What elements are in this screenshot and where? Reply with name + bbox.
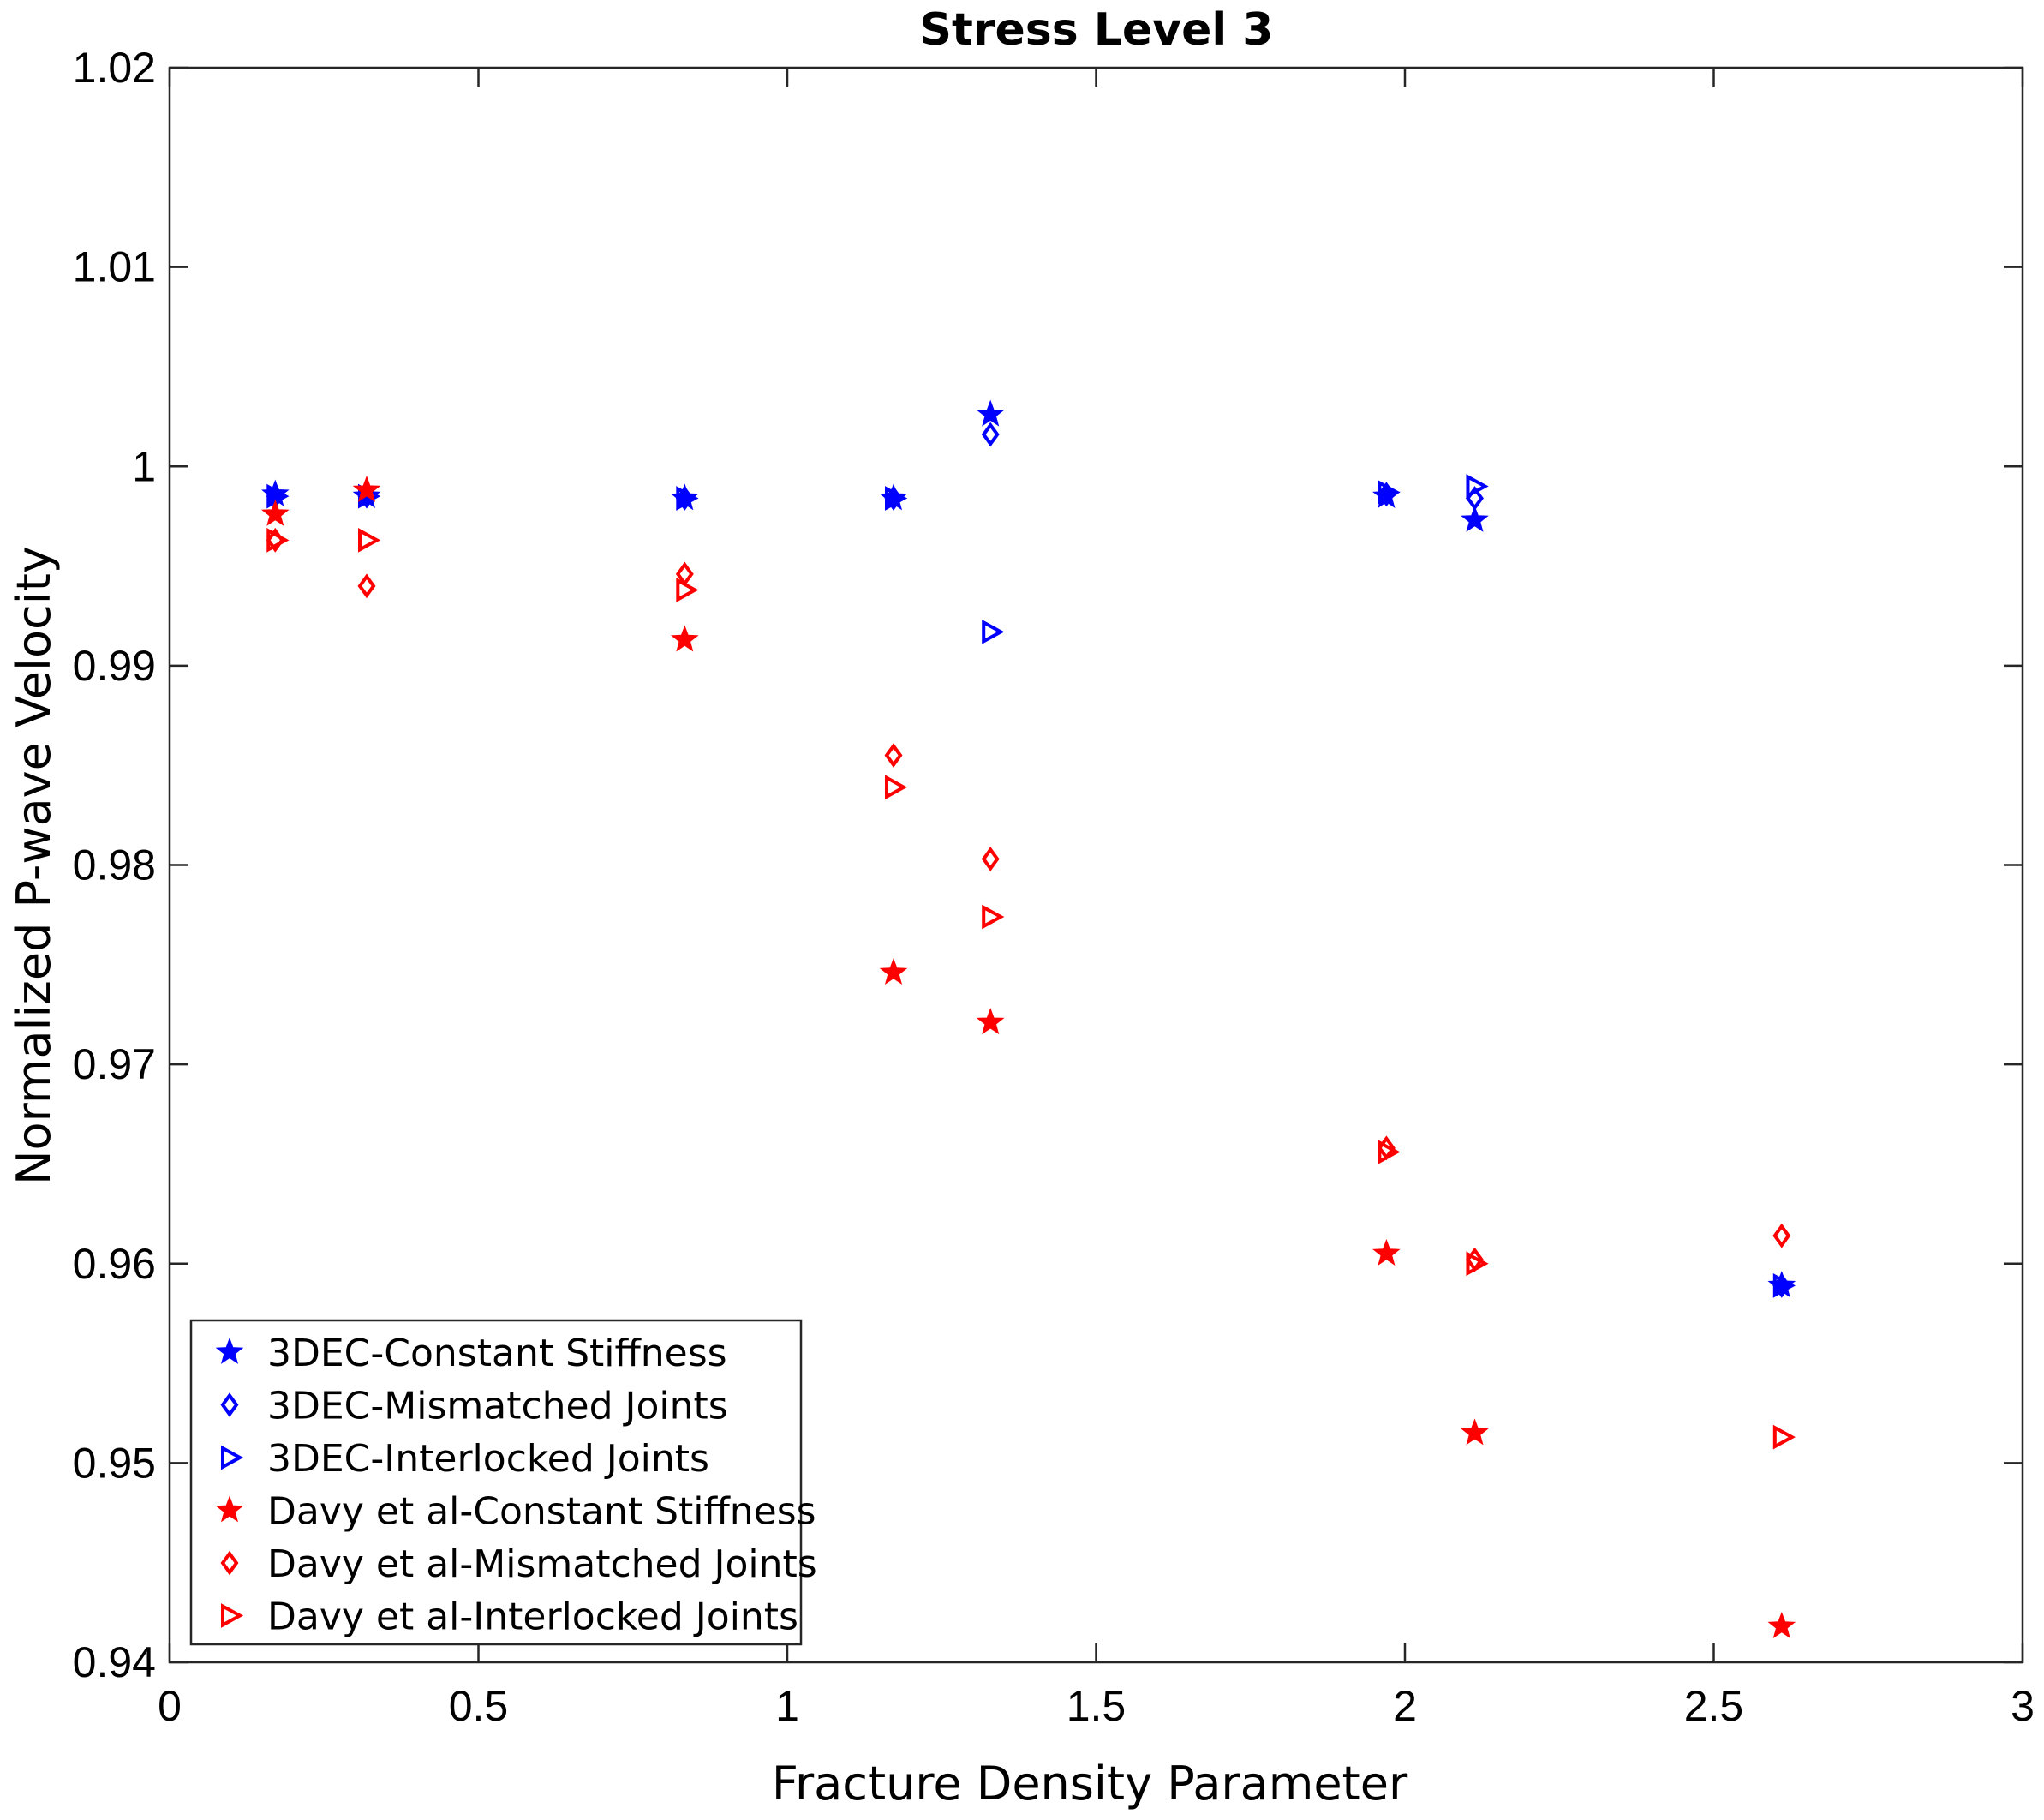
legend-label: 3DEC-Mismatched Joints: [267, 1385, 728, 1428]
data-point: [676, 578, 699, 602]
data-points: [260, 399, 1796, 1639]
legend-marker: [221, 1445, 244, 1470]
data-point: [981, 422, 1000, 447]
y-tick-label: 0.96: [73, 1240, 156, 1288]
x-tick-label: 3: [2011, 1682, 2035, 1730]
legend-marker: [220, 1392, 239, 1417]
y-tick-label: 1.01: [73, 243, 156, 291]
data-point: [1372, 1238, 1401, 1266]
data-point: [1767, 1611, 1796, 1639]
legend-label: 3DEC-Interlocked Joints: [267, 1437, 709, 1481]
data-point: [1372, 481, 1401, 509]
x-tick-label: 0: [158, 1682, 182, 1730]
legend-item: Davy et al-Constant Stiffness: [215, 1490, 816, 1534]
data-point: [266, 527, 284, 553]
data-point: [670, 483, 699, 511]
data-point: [1377, 1135, 1396, 1161]
data-point: [976, 399, 1005, 427]
data-point: [1461, 1418, 1489, 1446]
legend-marker: [215, 1495, 244, 1523]
y-tick-label: 0.99: [73, 642, 156, 690]
data-point: [1465, 1247, 1484, 1272]
legend-label: Davy et al-Constant Stiffness: [267, 1490, 816, 1534]
data-point: [1377, 482, 1396, 507]
y-tick-label: 0.94: [73, 1638, 156, 1686]
data-point: [357, 527, 381, 553]
x-axis-label: Fracture Density Parameter: [772, 1757, 1408, 1811]
data-point: [1461, 505, 1489, 532]
legend-item: Davy et al-Interlocked Joints: [221, 1595, 798, 1639]
chart-title: Stress Level 3: [920, 4, 1274, 56]
legend-label: Davy et al-Interlocked Joints: [267, 1595, 798, 1639]
y-tick-label: 0.97: [73, 1040, 156, 1088]
legend-label: 3DEC-Constant Stiffness: [267, 1332, 727, 1375]
y-tick-label: 1: [132, 442, 156, 490]
y-axis-label: Normalized P-wave Velocity: [7, 546, 61, 1185]
y-tick-label: 0.95: [73, 1439, 156, 1487]
legend-item: 3DEC-Constant Stiffness: [215, 1332, 727, 1375]
legend-item: 3DEC-Interlocked Joints: [221, 1437, 709, 1481]
y-tick-label: 1.02: [73, 44, 156, 92]
data-point: [1767, 1271, 1796, 1298]
data-point: [260, 499, 290, 526]
legend-label: Davy et al-Mismatched Joints: [267, 1542, 817, 1586]
x-tick-label: 0.5: [449, 1682, 509, 1730]
data-point: [885, 775, 908, 800]
data-point: [1772, 1223, 1791, 1248]
data-point: [352, 476, 381, 503]
data-point: [982, 619, 1005, 644]
x-tick-label: 2: [1393, 1682, 1417, 1730]
data-point: [976, 1008, 1005, 1035]
legend: 3DEC-Constant Stiffness 3DEC-Mismatched J…: [189, 1319, 817, 1646]
data-point: [884, 743, 903, 768]
data-point: [357, 573, 376, 599]
legend-item: Davy et al-Mismatched Joints: [220, 1542, 817, 1586]
data-point: [879, 483, 908, 511]
data-point: [670, 625, 699, 652]
y-tick-label: 0.98: [73, 841, 156, 889]
legend-item: 3DEC-Mismatched Joints: [220, 1385, 728, 1428]
data-point: [879, 957, 908, 985]
data-point: [981, 847, 1000, 871]
legend-marker: [221, 1603, 244, 1628]
axis-ticks: 0 0.5 1 1.5 2 2.5 3 0.94 0.95 0.96 0.97 0.98 0.99 1 1.…: [73, 44, 2035, 1730]
data-point: [675, 561, 694, 587]
legend-marker: [215, 1337, 244, 1364]
x-tick-label: 1.5: [1067, 1682, 1127, 1730]
data-point: [982, 904, 1005, 930]
legend-box: [189, 1319, 803, 1646]
x-tick-label: 1: [775, 1682, 799, 1730]
x-tick-label: 2.5: [1684, 1682, 1744, 1730]
legend-marker: [220, 1550, 239, 1576]
data-point: [1772, 1424, 1796, 1450]
